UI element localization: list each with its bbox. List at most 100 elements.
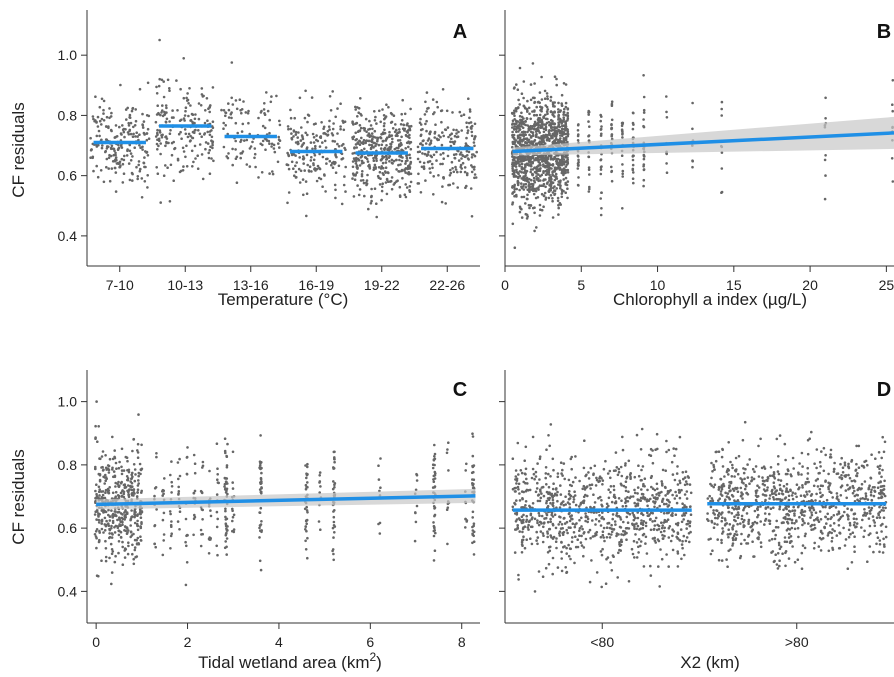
panel-a-point	[135, 131, 138, 134]
panel-b-point	[599, 172, 603, 176]
panel-b-point	[527, 138, 531, 142]
panel-a-point	[475, 150, 479, 154]
panel-d-point	[773, 537, 777, 541]
panel-c-point	[433, 452, 437, 456]
panel-b-point	[533, 127, 536, 131]
panel-d-point	[524, 445, 528, 449]
panel-c-point	[379, 457, 382, 460]
panel-d-point	[685, 527, 688, 530]
panel-b-point	[515, 128, 518, 131]
panel-a-point	[114, 124, 118, 127]
panel-a-point	[312, 162, 315, 165]
panel-c-point	[104, 547, 108, 550]
panel-c-point	[377, 464, 380, 468]
panel-b-point	[540, 109, 543, 113]
panel-c-point	[432, 478, 435, 481]
panel-c-point	[120, 472, 124, 476]
panel-d-point	[624, 480, 628, 484]
panel-c-point	[94, 501, 97, 505]
panel-d-point	[854, 468, 858, 472]
panel-a-point	[397, 131, 400, 134]
panel-c-point	[114, 490, 118, 494]
panel-a-point	[472, 141, 476, 144]
panel-d-point	[620, 474, 624, 478]
panel-d-point	[882, 509, 885, 512]
panel-a-point	[328, 119, 331, 123]
panel-c-point	[432, 534, 436, 538]
panel-b-point	[566, 140, 569, 144]
panel-d-point	[649, 574, 653, 577]
panel-a-point	[354, 162, 358, 165]
panel-c-point	[113, 531, 117, 534]
panel-a-point	[374, 167, 377, 170]
panel-b-point	[518, 188, 521, 192]
panel-c-point	[97, 574, 100, 578]
panel-b-point	[556, 199, 560, 203]
panel-a-point	[234, 99, 238, 102]
panel-b-point	[526, 178, 529, 181]
panel-a-point	[304, 131, 308, 135]
panel-d-point	[657, 565, 660, 568]
panel-a-point	[429, 171, 432, 174]
panel-b-point	[587, 168, 591, 171]
panel-c-point	[124, 529, 127, 533]
panel-a-point	[108, 153, 111, 157]
panel-a-point	[409, 147, 413, 151]
panel-b-point	[563, 107, 566, 111]
panel-c-point	[107, 524, 111, 527]
panel-d-point	[648, 453, 651, 457]
panel-a-point	[363, 147, 366, 151]
panel-a-point	[234, 121, 238, 125]
panel-a-point	[159, 113, 162, 117]
panel-c-point	[215, 442, 219, 446]
panel-d-point	[514, 475, 518, 478]
panel-d-point	[675, 472, 679, 475]
panel-d-point	[538, 499, 542, 503]
panel-d-point	[520, 540, 524, 544]
panel-b-point	[535, 113, 539, 117]
panel-d-point	[590, 559, 593, 562]
panel-c-point	[433, 455, 436, 458]
panel-b-point	[518, 210, 522, 214]
panel-c-point	[464, 526, 467, 529]
panel-a-point	[354, 122, 357, 125]
panel-d-point	[643, 477, 647, 481]
panel-b-point	[511, 186, 514, 189]
panel-c-point	[135, 555, 139, 558]
panel-d-point	[594, 532, 597, 535]
panel-d-point	[605, 526, 609, 529]
panel-d-point	[720, 494, 724, 497]
panel-d-point	[568, 519, 572, 523]
panel-c-point	[95, 528, 99, 531]
panel-a-point	[385, 103, 388, 106]
panel-c-x-label: Tidal wetland area (km2)	[198, 650, 382, 672]
panel-a-point	[146, 186, 149, 189]
panel-a-point	[389, 179, 393, 183]
panel-c-y-label: CF residuals	[9, 449, 28, 544]
panel-c-point	[215, 510, 219, 514]
panel-a-point	[248, 132, 251, 136]
panel-d-point	[677, 489, 681, 492]
panel-a-point	[260, 109, 263, 113]
panel-d-point	[656, 487, 659, 491]
panel-d-point	[555, 546, 558, 550]
panel-d-point	[875, 542, 878, 546]
panel-d-point	[709, 499, 712, 503]
panel-a-point	[124, 108, 128, 111]
panel-d-point	[547, 498, 551, 502]
panel-d-point	[559, 516, 562, 519]
panel-a-point	[374, 144, 377, 148]
panel-a-point	[344, 190, 347, 193]
panel-a-point	[211, 143, 214, 147]
panel-a-point	[388, 130, 391, 134]
panel-b-point	[544, 169, 547, 173]
panel-c-point	[258, 536, 261, 539]
panel-a-point	[295, 161, 299, 164]
panel-a-point	[362, 140, 365, 144]
panel-a-point	[230, 116, 233, 120]
panel-c-point	[133, 546, 137, 549]
panel-b-point	[513, 246, 517, 249]
panel-d-point	[676, 465, 679, 468]
panel-d-point	[689, 505, 692, 508]
panel-a-point	[168, 132, 172, 135]
